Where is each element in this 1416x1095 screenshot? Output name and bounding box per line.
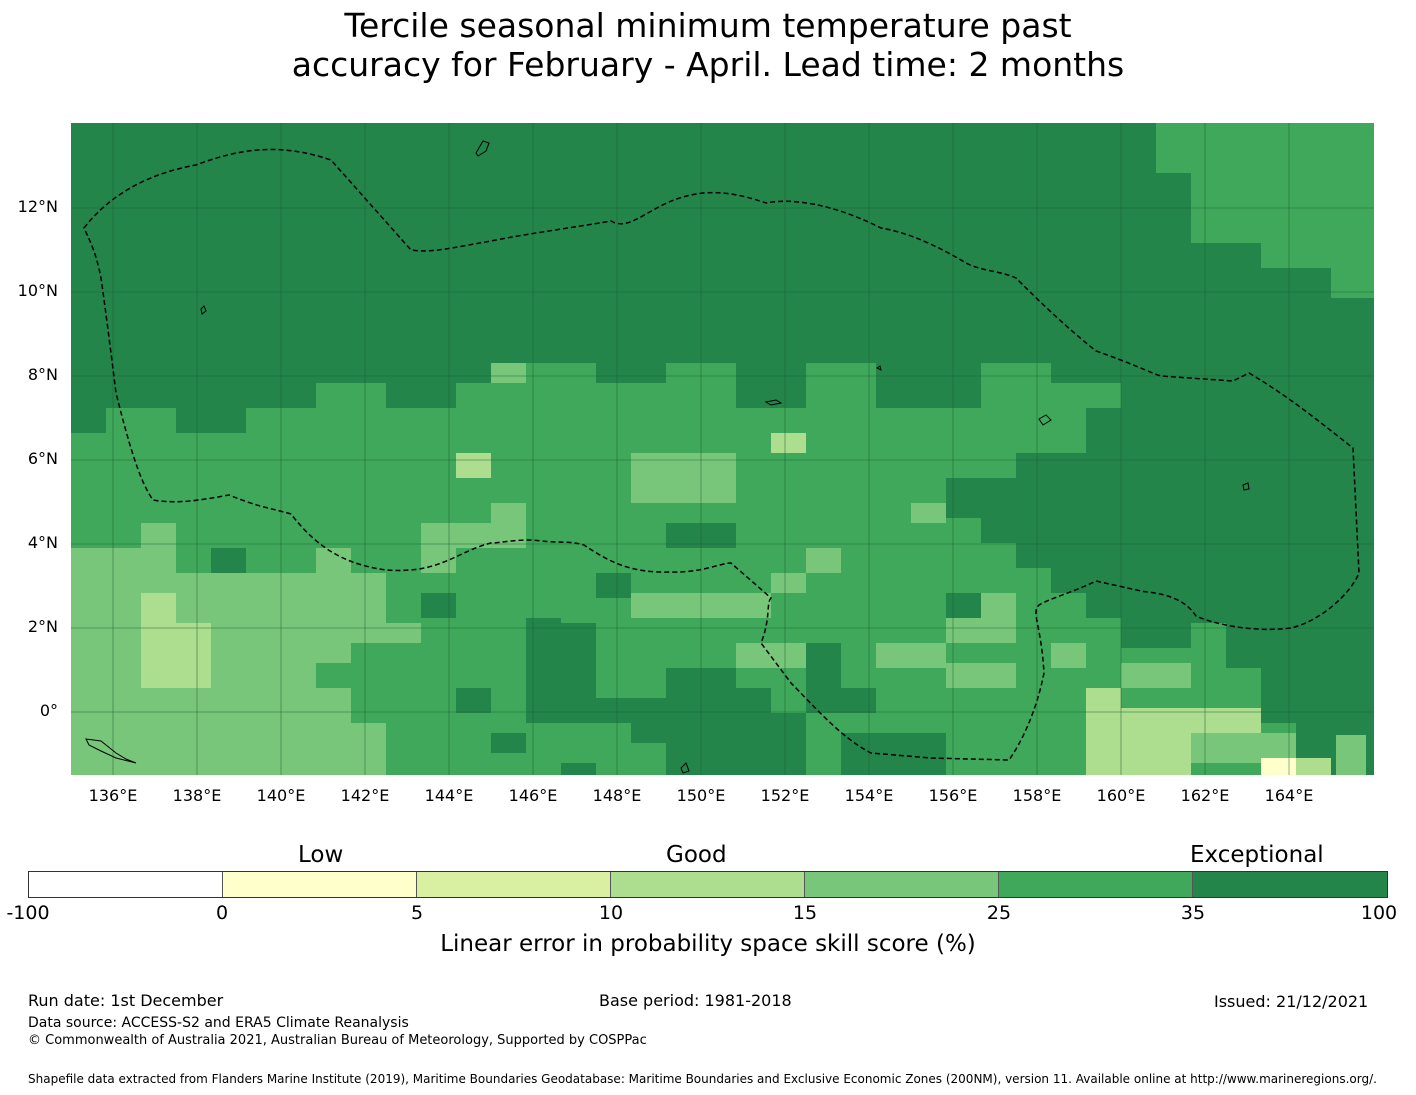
colorbar bbox=[28, 871, 1388, 898]
lon-label-146e: 146°E bbox=[508, 786, 558, 805]
lon-label-140e: 140°E bbox=[256, 786, 306, 805]
lon-label-162e: 162°E bbox=[1180, 786, 1230, 805]
base-period: Base period: 1981-2018 bbox=[599, 991, 792, 1010]
legend-category-good: Good bbox=[666, 842, 727, 868]
lon-label-158e: 158°E bbox=[1012, 786, 1062, 805]
skill-map[interactable] bbox=[71, 123, 1374, 775]
lat-label-0: 0° bbox=[39, 701, 58, 720]
colorbar-tick-neg100: -100 bbox=[6, 902, 50, 924]
lon-label-142e: 142°E bbox=[340, 786, 390, 805]
lon-label-144e: 144°E bbox=[424, 786, 474, 805]
colorbar-tick-5: 5 bbox=[410, 902, 424, 924]
colorbar-tick-25: 25 bbox=[986, 902, 1012, 924]
lon-label-136e: 136°E bbox=[88, 786, 138, 805]
colorbar-tick-0: 0 bbox=[215, 902, 229, 924]
colorbar-segment-5 bbox=[805, 872, 1000, 897]
lat-label-8n: 8°N bbox=[27, 365, 58, 384]
shapefile-credit: Shapefile data extracted from Flanders M… bbox=[28, 1072, 1377, 1086]
lon-label-150e: 150°E bbox=[676, 786, 726, 805]
run-date: Run date: 1st December bbox=[28, 991, 224, 1010]
lon-label-152e: 152°E bbox=[760, 786, 810, 805]
data-source: Data source: ACCESS-S2 and ERA5 Climate … bbox=[28, 1015, 409, 1031]
lat-label-2n: 2°N bbox=[27, 617, 58, 636]
colorbar-tick-10: 10 bbox=[598, 902, 624, 924]
title-line-1: Tercile seasonal minimum temperature pas… bbox=[344, 6, 1072, 45]
colorbar-segment-7 bbox=[1193, 872, 1387, 897]
chart-title: Tercile seasonal minimum temperature pas… bbox=[0, 6, 1416, 84]
map-canvas bbox=[71, 123, 1374, 775]
islands bbox=[85, 140, 1250, 774]
colorbar-tick-15: 15 bbox=[792, 902, 818, 924]
lon-label-148e: 148°E bbox=[592, 786, 642, 805]
colorbar-title: Linear error in probability space skill … bbox=[440, 931, 976, 957]
lon-label-164e: 164°E bbox=[1264, 786, 1314, 805]
colorbar-segment-6 bbox=[999, 872, 1194, 897]
colorbar-segment-1 bbox=[29, 872, 224, 897]
skill-cells bbox=[71, 123, 1374, 775]
lon-label-138e: 138°E bbox=[172, 786, 222, 805]
legend-category-exceptional: Exceptional bbox=[1190, 842, 1324, 868]
lon-label-160e: 160°E bbox=[1096, 786, 1146, 805]
title-line-2: accuracy for February - April. Lead time… bbox=[291, 45, 1125, 84]
lon-label-156e: 156°E bbox=[928, 786, 978, 805]
lat-label-4n: 4°N bbox=[27, 533, 58, 552]
lat-label-12n: 12°N bbox=[17, 197, 58, 216]
colorbar-segment-4 bbox=[611, 872, 806, 897]
colorbar-tick-100: 100 bbox=[1360, 902, 1398, 924]
colorbar-tick-35: 35 bbox=[1180, 902, 1206, 924]
eez-boundary bbox=[83, 148, 1360, 761]
copyright: © Commonwealth of Australia 2021, Austra… bbox=[28, 1033, 647, 1048]
graticule bbox=[71, 123, 1374, 775]
colorbar-segment-2 bbox=[223, 872, 418, 897]
legend-category-low: Low bbox=[298, 842, 344, 868]
lat-label-10n: 10°N bbox=[17, 281, 58, 300]
lon-label-154e: 154°E bbox=[844, 786, 894, 805]
lat-label-6n: 6°N bbox=[27, 449, 58, 468]
issued-date: Issued: 21/12/2021 bbox=[1214, 992, 1369, 1011]
colorbar-segment-3 bbox=[417, 872, 612, 897]
